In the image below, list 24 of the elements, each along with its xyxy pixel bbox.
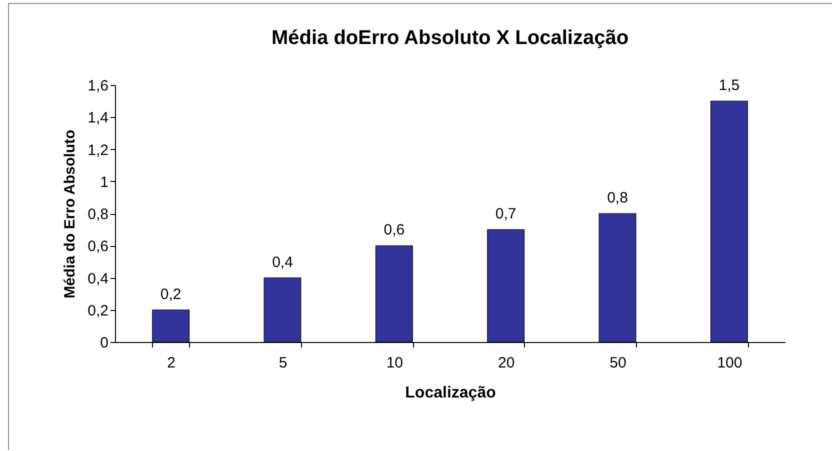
data-label: 1,5 [718, 77, 740, 94]
data-label: 0,2 [160, 286, 182, 303]
x-tick-label: 20 [498, 354, 515, 372]
x-tick-label: 10 [386, 354, 404, 372]
y-tick-label: 1,6 [88, 78, 108, 94]
data-label: 0,4 [272, 254, 293, 271]
y-tick-label: 1,2 [88, 142, 108, 159]
x-tick-label: 5 [278, 354, 288, 372]
data-label: 0,8 [607, 190, 628, 206]
x-tick-label: 50 [610, 354, 626, 372]
y-tick-label: 1,4 [88, 110, 108, 127]
chart-title: Média doErro Absoluto X Localização [271, 27, 629, 49]
data-label: 0,6 [384, 222, 405, 239]
y-axis-title: Média do Erro Absoluto [62, 130, 79, 298]
data-label: 0,7 [495, 206, 516, 223]
x-tick-label: 2 [167, 354, 176, 372]
y-tick-label: 0,4 [88, 270, 108, 288]
y-tick-label: 1 [100, 174, 108, 191]
y-tick-label: 0,6 [88, 238, 108, 256]
y-tick-label: 0 [100, 334, 108, 352]
x-tick-label: 100 [717, 354, 742, 372]
y-tick-label: 0,2 [88, 302, 108, 320]
x-axis-title: Localização [405, 384, 496, 402]
y-tick-label: 0,8 [88, 206, 108, 223]
